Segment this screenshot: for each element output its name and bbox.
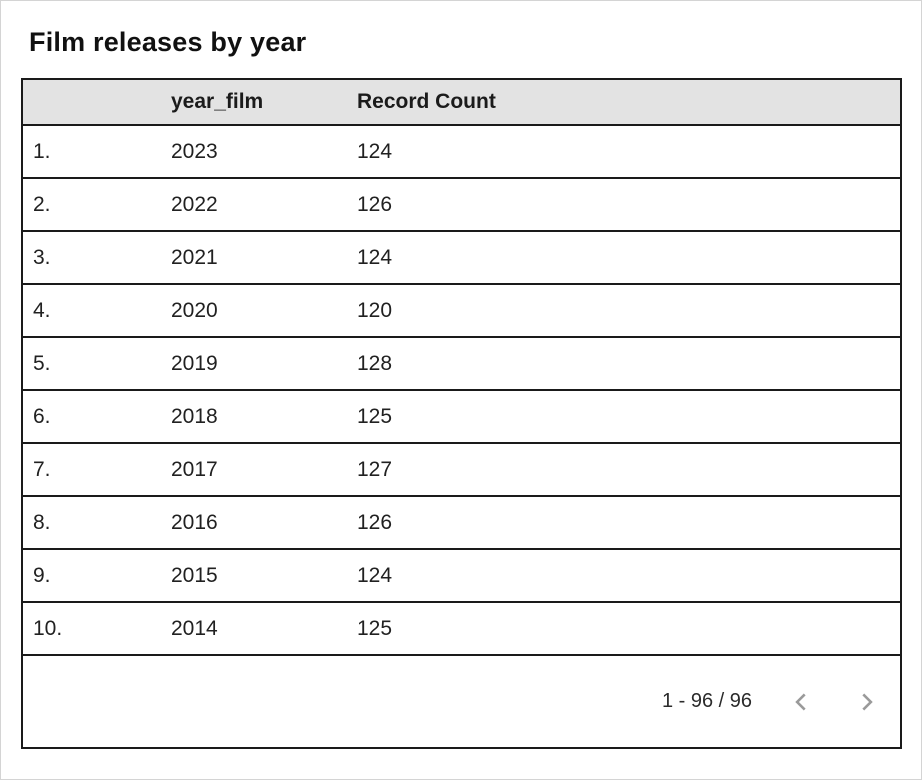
cell-index: 10.	[23, 602, 161, 656]
table-row: 7. 2017 127	[23, 443, 900, 497]
cell-year: 2020	[161, 284, 347, 338]
table-row: 10. 2014 125	[23, 602, 900, 656]
cell-index: 4.	[23, 284, 161, 338]
cell-year: 2022	[161, 178, 347, 232]
table-header: year_film Record Count	[23, 80, 900, 126]
table-row: 2. 2022 126	[23, 178, 900, 232]
cell-index: 3.	[23, 231, 161, 285]
cell-year: 2023	[161, 125, 347, 179]
cell-count: 128	[347, 337, 900, 391]
cell-count: 127	[347, 443, 900, 497]
pagination-range-label: 1 - 96 / 96	[661, 690, 752, 712]
cell-year: 2016	[161, 496, 347, 550]
cell-index: 6.	[23, 390, 161, 444]
chevron-left-icon	[789, 689, 815, 715]
cell-year: 2015	[161, 549, 347, 603]
cell-year: 2014	[161, 602, 347, 656]
cell-count: 124	[347, 125, 900, 179]
pagination-next-button[interactable]	[844, 680, 888, 724]
header-row: year_film Record Count	[23, 80, 900, 126]
table-row: 4. 2020 120	[23, 284, 900, 338]
cell-index: 7.	[23, 443, 161, 497]
cell-year: 2021	[161, 231, 347, 285]
cell-index: 9.	[23, 549, 161, 603]
cell-year: 2019	[161, 337, 347, 391]
cell-year: 2018	[161, 390, 347, 444]
header-cell-record-count[interactable]: Record Count	[347, 80, 900, 126]
cell-count: 120	[347, 284, 900, 338]
table-body: 1. 2023 124 2. 2022 126 3. 2021 124 4. 2020 120 5. 20…	[23, 125, 900, 656]
table-row: 8. 2016 126	[23, 496, 900, 550]
cell-index: 2.	[23, 178, 161, 232]
table-row: 3. 2021 124	[23, 231, 900, 285]
data-table: year_film Record Count 1. 2023 124 2. 2022 12…	[23, 80, 900, 656]
cell-count: 125	[347, 602, 900, 656]
cell-index: 1.	[23, 125, 161, 179]
cell-index: 8.	[23, 496, 161, 550]
cell-count: 124	[347, 549, 900, 603]
pagination-prev-button[interactable]	[780, 680, 824, 724]
cell-count: 124	[347, 231, 900, 285]
table-row: 5. 2019 128	[23, 337, 900, 391]
header-cell-year-film[interactable]: year_film	[161, 80, 347, 126]
table-row: 6. 2018 125	[23, 390, 900, 444]
table-row: 1. 2023 124	[23, 125, 900, 179]
cell-index: 5.	[23, 337, 161, 391]
chart-title: Film releases by year	[29, 27, 307, 57]
table-footer: 1 - 96 / 96	[23, 656, 900, 747]
cell-count: 125	[347, 390, 900, 444]
cell-year: 2017	[161, 443, 347, 497]
chevron-right-icon	[853, 689, 879, 715]
header-cell-index	[23, 80, 161, 126]
data-table-container: year_film Record Count 1. 2023 124 2. 2022 12…	[21, 78, 902, 749]
table-row: 9. 2015 124	[23, 549, 900, 603]
cell-count: 126	[347, 178, 900, 232]
cell-count: 126	[347, 496, 900, 550]
